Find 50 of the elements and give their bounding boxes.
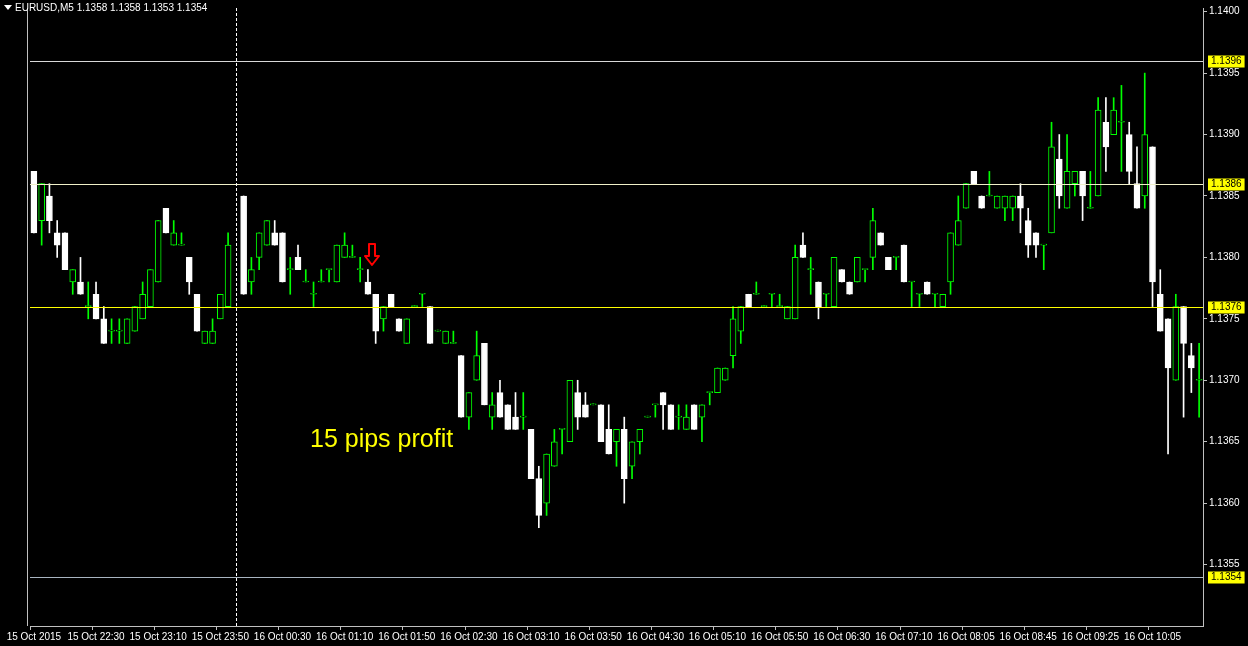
x-tick-label: 16 Oct 05:50 <box>751 630 809 642</box>
candlestick <box>356 257 364 283</box>
x-tick-label: 16 Oct 03:10 <box>502 630 561 642</box>
x-tick-label: 16 Oct 02:30 <box>440 630 498 642</box>
x-tick-label: 16 Oct 10:05 <box>1123 630 1182 642</box>
y-tick-label: 1.1395 <box>1209 66 1241 78</box>
x-tick-label: 15 Oct 22:30 <box>67 630 126 642</box>
annotation: 15 pips profit <box>310 424 454 453</box>
x-tick-label: 15 Oct 23:10 <box>129 630 188 642</box>
ref-line-label: 1.1376 <box>1211 301 1243 313</box>
y-tick-label: 1.1360 <box>1209 496 1241 508</box>
candlestick <box>753 281 760 295</box>
candlestick <box>908 280 916 307</box>
y-tick-label: 1.1390 <box>1209 128 1241 140</box>
x-tick-label: 16 Oct 06:30 <box>813 630 871 642</box>
candlestick <box>286 257 294 295</box>
x-tick-label: 15 Oct 23:50 <box>191 630 250 642</box>
x-tick-label: 16 Oct 08:45 <box>999 630 1058 642</box>
x-tick-label: 16 Oct 08:05 <box>937 630 996 642</box>
ref-line-label: 1.1354 <box>1211 571 1243 583</box>
x-tick-label: 16 Oct 01:50 <box>378 630 436 642</box>
candlestick <box>768 292 776 307</box>
candlestick <box>317 269 325 283</box>
y-tick-label: 1.1380 <box>1209 251 1241 263</box>
candlestick <box>1040 243 1048 271</box>
y-tick-label: 1.1385 <box>1209 189 1241 201</box>
ref-line-label: 1.1396 <box>1211 55 1243 67</box>
x-tick-label: 15 Oct 2015 <box>6 630 62 642</box>
y-tick-label: 1.1400 <box>1209 5 1241 17</box>
x-tick-label: 16 Oct 04:30 <box>626 630 685 642</box>
candlestick <box>325 268 333 283</box>
chart-title: EURUSD,M5 1.1358 1.1358 1.1353 1.1354 <box>15 2 208 13</box>
x-tick-label: 16 Oct 07:10 <box>875 630 933 642</box>
x-tick-label: 16 Oct 01:10 <box>315 630 374 642</box>
candlestick <box>519 392 527 430</box>
candlestick <box>861 268 869 283</box>
candlestick <box>931 292 939 307</box>
x-tick-label: 16 Oct 03:50 <box>564 630 623 642</box>
candlestick <box>418 292 426 307</box>
x-tick-label: 16 Oct 09:25 <box>1061 630 1120 642</box>
candlestick <box>807 257 815 295</box>
y-tick-label: 1.1370 <box>1209 374 1241 386</box>
candlestick <box>302 269 310 283</box>
ref-line-label: 1.1386 <box>1211 178 1243 190</box>
x-tick-label: 16 Oct 05:10 <box>688 630 747 642</box>
candlestick <box>822 292 830 307</box>
y-tick-label: 1.1355 <box>1209 558 1241 570</box>
x-tick-label: 16 Oct 00:30 <box>253 630 312 642</box>
y-tick-label: 1.1375 <box>1209 312 1241 324</box>
y-tick-label: 1.1365 <box>1209 435 1241 447</box>
